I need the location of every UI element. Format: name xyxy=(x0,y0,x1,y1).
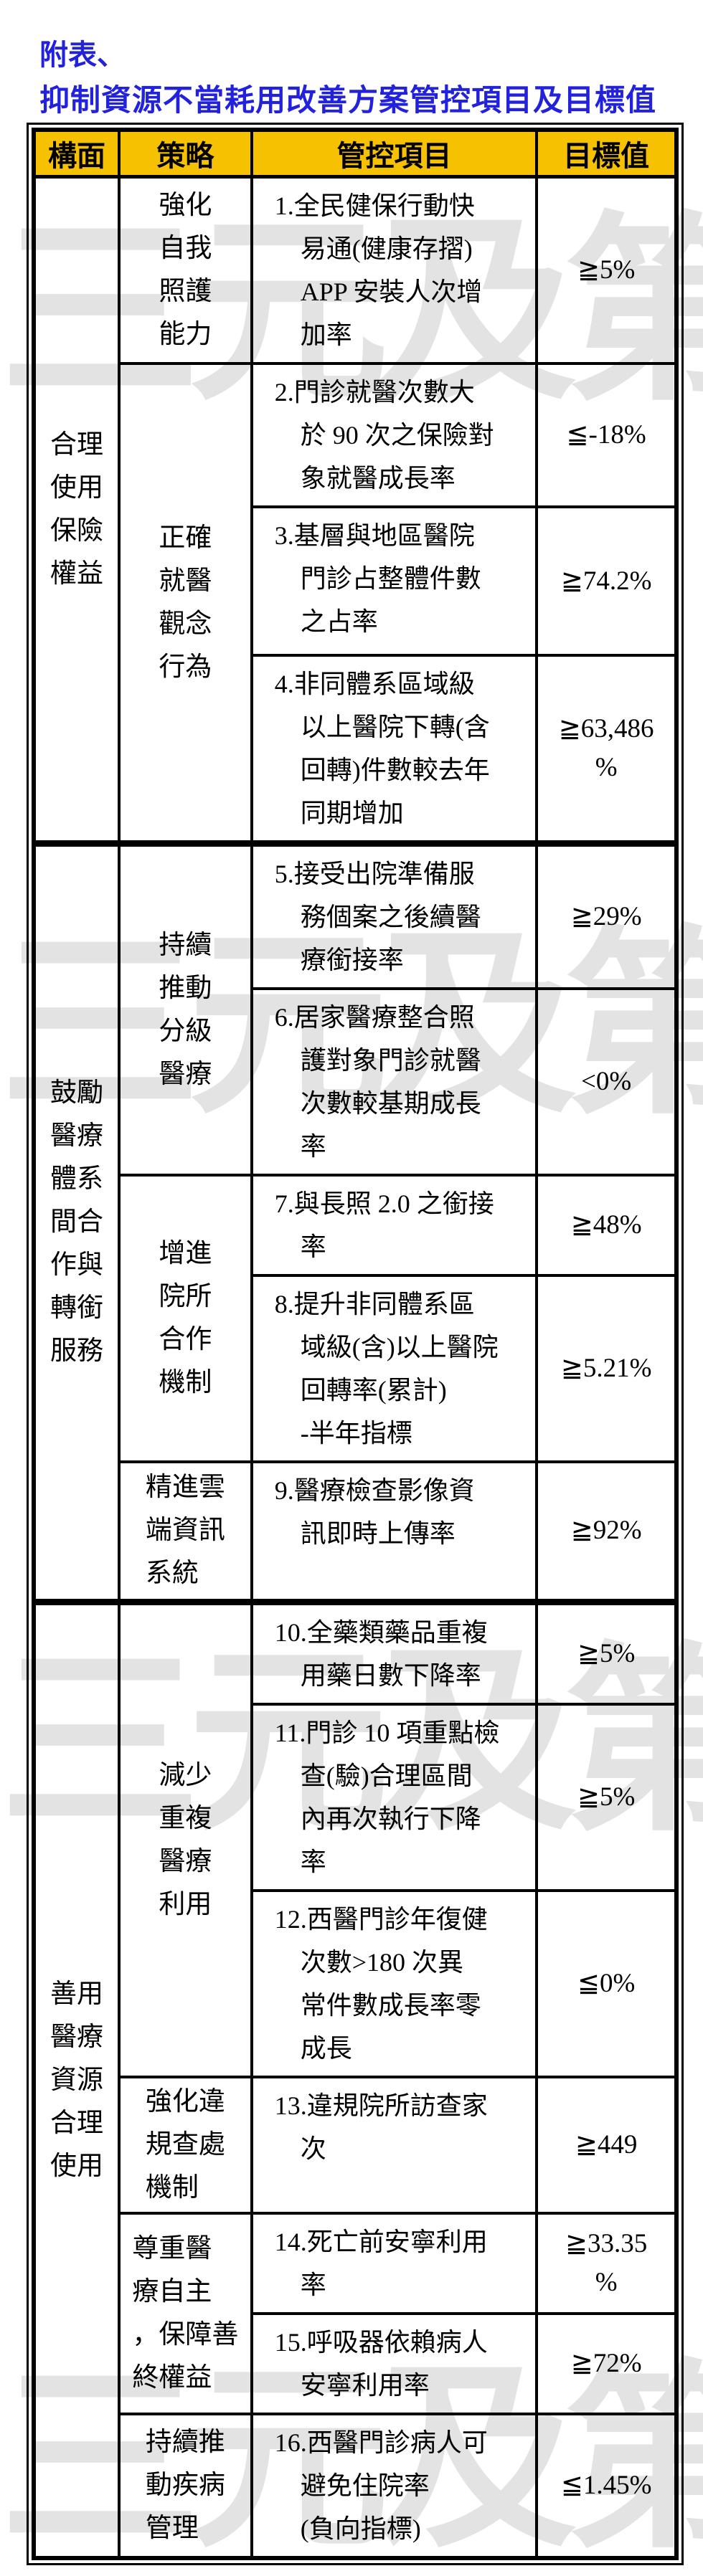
target-value: ≧5.21% xyxy=(535,1274,678,1463)
strategy-text: 增進 院所 合作 機制 xyxy=(159,1239,212,1397)
table-row: 尊重醫 療自主 ，保障善 終權益 14.死亡前安寧利用 率 ≧33.35 % xyxy=(34,2211,678,2415)
strategy-text: 精進雲 端資訊 系統 xyxy=(145,1473,225,1589)
table-row: 6.居家醫療整合照 護對象門診就醫 次數較基期成長 率 <0% xyxy=(34,987,678,1177)
table-row: 15.呼吸器依賴病人 安寧利用率 ≧72% xyxy=(34,2311,678,2415)
target-value: ≦1.45% xyxy=(535,2412,678,2560)
strategy-cell: 持續推 動疾病 管理 xyxy=(118,2412,253,2560)
control-item-text: 4.非同體系區域級 以上醫院下轉(含 回轉)件數較去年 同期增加 xyxy=(250,654,539,845)
control-item-text: 12.西醫門診年復健 次數>180 次異 常件數成長率零 成長 xyxy=(250,1888,539,2078)
page-title: 抑制資源不當耗用改善方案管控項目及目標值 xyxy=(39,85,657,118)
table-row: 8.提升非同體系區 域級(含)以上醫院 回轉率(累計) -半年指標 ≧5.21% xyxy=(34,1274,678,1463)
strategy-cell: 持續 推動 分級 醫療 xyxy=(118,840,253,1177)
dimension-cell: 鼓勵 醫療 體系 間合 作與 轉銜 服務 xyxy=(32,840,121,1603)
control-item-text: 11.門診 10 項重點檢 查(驗)合理區間 內再次執行下降 率 xyxy=(250,1702,539,1892)
strategy-cell: 精進雲 端資訊 系統 xyxy=(118,1460,253,1603)
table-row: 4.非同體系區域級 以上醫院下轉(含 回轉)件數較去年 同期增加 ≧63,486… xyxy=(34,654,678,845)
target-value: ≧92% xyxy=(535,1460,678,1603)
dimension-text: 合理 使用 保險 權益 xyxy=(50,429,104,589)
strategy-cell: 減少 重複 醫療 利用 xyxy=(118,1598,253,2078)
dimension-text: 鼓勵 醫療 體系 間合 作與 轉銜 服務 xyxy=(50,1078,104,1367)
table-row: 精進雲 端資訊 系統 9.醫療檢查影像資 訊即時上傳率 ≧92% xyxy=(34,1460,678,1603)
target-value: ≧449 xyxy=(535,2075,678,2215)
header-control-item: 管控項目 xyxy=(250,128,539,179)
target-value: ≧5% xyxy=(535,175,678,365)
table-row: 持續推 動疾病 管理 16.西醫門診病人可 避免住院率 (負向指標) ≦1.45… xyxy=(34,2412,678,2560)
strategy-cell: 強化 自我 照護 能力 xyxy=(118,175,253,365)
control-item-text: 16.西醫門診病人可 避免住院率 (負向指標) xyxy=(250,2412,539,2560)
control-item-text: 14.死亡前安寧利用 率 xyxy=(250,2211,539,2315)
header-strategy: 策略 xyxy=(118,128,253,179)
control-item-text: 2.門診就醫次數大 於 90 次之保險對 象就醫成長率 xyxy=(250,362,539,508)
control-items-table-wrapper: 構面 策略 管控項目 目標值 合理 使用 保險 權益 強化 自我 照護 能力 1… xyxy=(27,123,684,2565)
strategy-cell: 尊重醫 療自主 ，保障善 終權益 xyxy=(118,2211,253,2415)
strategy-cell: 增進 院所 合作 機制 xyxy=(118,1174,253,1463)
control-item-text: 6.居家醫療整合照 護對象門診就醫 次數較基期成長 率 xyxy=(250,987,539,1177)
page: { "page": { "title_line1": "附表、", "title… xyxy=(0,39,703,2565)
dimension-text: 善用 醫療 資源 合理 使用 xyxy=(50,1979,104,2181)
table-row: 善用 醫療 資源 合理 使用 減少 重複 醫療 利用 10.全藥類藥品重複 用藥… xyxy=(32,1598,678,2560)
table-row: 正確 就醫 觀念 行為 2.門診就醫次數大 於 90 次之保險對 象就醫成長率 … xyxy=(34,362,678,845)
strategy-cell: 強化違 規查處 機制 xyxy=(118,2075,253,2215)
dimension-cell: 合理 使用 保險 權益 xyxy=(32,175,121,845)
strategy-text: 持續 推動 分級 醫療 xyxy=(159,931,212,1089)
strategy-cell: 正確 就醫 觀念 行為 xyxy=(118,362,253,845)
table-row: 合理 使用 保險 權益 強化 自我 照護 能力 1.全民健保行動快 易通(健康存… xyxy=(32,175,678,845)
strategy-text: 尊重醫 療自主 ，保障善 終權益 xyxy=(132,2233,239,2392)
control-item-text: 1.全民健保行動快 易通(健康存摺) APP 安裝人次增 加率 xyxy=(250,175,539,365)
table-row: 3.基層與地區醫院 門診占整體件數 之占率 ≧74.2% xyxy=(34,505,678,657)
control-item-text: 7.與長照 2.0 之銜接 率 xyxy=(250,1174,539,1277)
strategy-text: 持續推 動疾病 管理 xyxy=(145,2427,225,2543)
strategy-text: 減少 重複 醫療 利用 xyxy=(159,1760,212,1919)
target-value: ≧29% xyxy=(535,840,678,990)
control-item-text: 3.基層與地區醫院 門診占整體件數 之占率 xyxy=(250,505,539,657)
control-item-text: 8.提升非同體系區 域級(含)以上醫院 回轉率(累計) -半年指標 xyxy=(250,1274,539,1463)
target-value: ≦-18% xyxy=(535,362,678,508)
target-value: ≧5% xyxy=(535,1702,678,1892)
page-title-prefix: 附表、 xyxy=(39,39,126,71)
target-value: ≧72% xyxy=(535,2311,678,2415)
table-row: 增進 院所 合作 機制 7.與長照 2.0 之銜接 率 ≧48% xyxy=(34,1174,678,1463)
control-item-text: 10.全藥類藥品重複 用藥日數下降率 xyxy=(250,1598,539,1706)
control-items-table: 構面 策略 管控項目 目標值 合理 使用 保險 權益 強化 自我 照護 能力 1… xyxy=(27,123,684,2565)
target-value: ≧48% xyxy=(535,1174,678,1277)
table-row: 12.西醫門診年復健 次數>180 次異 常件數成長率零 成長 ≦0% xyxy=(34,1888,678,2078)
target-value: ≧74.2% xyxy=(535,505,678,657)
target-value: ≧33.35 % xyxy=(535,2211,678,2315)
control-item-text: 13.違規院所訪查家 次 xyxy=(250,2075,539,2215)
control-item-text: 9.醫療檢查影像資 訊即時上傳率 xyxy=(250,1460,539,1603)
control-item-text: 5.接受出院準備服 務個案之後續醫 療銜接率 xyxy=(250,840,539,990)
target-value: <0% xyxy=(535,987,678,1177)
header-dimension: 構面 xyxy=(32,128,121,179)
target-value: ≧5% xyxy=(535,1598,678,1706)
strategy-text: 強化違 規查處 機制 xyxy=(145,2086,225,2202)
table-row: 強化違 規查處 機制 13.違規院所訪查家 次 ≧449 xyxy=(34,2075,678,2215)
header-target-value: 目標值 xyxy=(535,128,678,179)
header-row: 構面 策略 管控項目 目標值 xyxy=(32,128,678,179)
table-row: 11.門診 10 項重點檢 查(驗)合理區間 內再次執行下降 率 ≧5% xyxy=(34,1702,678,1892)
control-item-text: 15.呼吸器依賴病人 安寧利用率 xyxy=(250,2311,539,2415)
target-value: ≦0% xyxy=(535,1888,678,2078)
strategy-text: 強化 自我 照護 能力 xyxy=(159,191,212,349)
table-row: 鼓勵 醫療 體系 間合 作與 轉銜 服務 持續 推動 分級 醫療 5.接受出院準… xyxy=(32,840,678,1603)
target-value: ≧63,486 % xyxy=(535,654,678,845)
dimension-cell: 善用 醫療 資源 合理 使用 xyxy=(32,1598,121,2560)
strategy-text: 正確 就醫 觀念 行為 xyxy=(159,523,212,682)
